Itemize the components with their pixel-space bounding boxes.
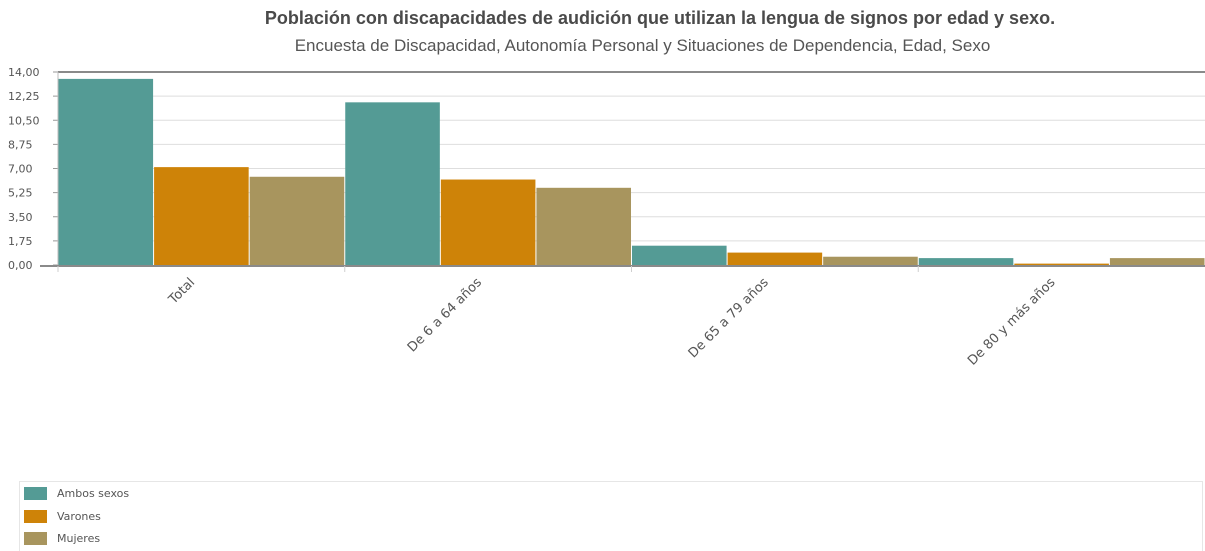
legend-swatch — [24, 531, 47, 545]
legend-item-mujeres[interactable]: Mujeres — [24, 529, 100, 547]
y-tick-label: 7,00 — [8, 163, 33, 176]
bar — [1109, 258, 1205, 265]
y-tick-label: 1,75 — [8, 235, 33, 248]
x-tick-label: Total — [165, 275, 198, 308]
x-tick-label: De 65 a 79 años — [686, 275, 772, 361]
bar — [154, 167, 249, 265]
legend-swatch — [24, 509, 47, 523]
legend-label: Varones — [57, 509, 101, 523]
legend-item-ambos-sexos[interactable]: Ambos sexos — [24, 484, 129, 502]
y-tick-label: 14,00 — [8, 66, 40, 79]
bar-chart: 0,00 1,75 3,50 5,25 7,00 8,75 10,50 12,25 14,00 T… — [8, 66, 1205, 369]
chart-subtitle: Encuesta de Discapacidad, Autonomía Pers… — [294, 36, 991, 55]
legend-label: Ambos sexos — [57, 486, 130, 500]
bar — [440, 179, 536, 265]
y-tick-label: 0,00 — [8, 259, 33, 272]
chart-legend: Ambos sexos Varones Mujeres — [19, 481, 1203, 551]
bar — [536, 187, 631, 265]
y-tick-label: 5,25 — [8, 187, 33, 200]
y-tick-label: 3,50 — [8, 211, 33, 224]
bar — [1014, 263, 1109, 265]
x-tick-label: De 6 a 64 años — [405, 275, 485, 355]
bar — [632, 245, 727, 265]
legend-item-varones[interactable]: Varones — [24, 507, 101, 525]
legend-swatch — [24, 486, 47, 500]
bar — [727, 252, 823, 265]
bar — [345, 102, 440, 265]
bar — [249, 176, 345, 265]
y-tick-label: 10,50 — [8, 114, 40, 127]
chart-title: Población con discapacidades de audición… — [264, 8, 1056, 28]
bar — [918, 258, 1014, 265]
y-tick-label: 8,75 — [8, 138, 33, 151]
x-tick-label: De 80 y más años — [965, 275, 1059, 369]
bar — [58, 78, 154, 266]
legend-label: Mujeres — [57, 531, 101, 545]
y-tick-label: 12,25 — [8, 90, 40, 103]
bar — [823, 256, 918, 265]
